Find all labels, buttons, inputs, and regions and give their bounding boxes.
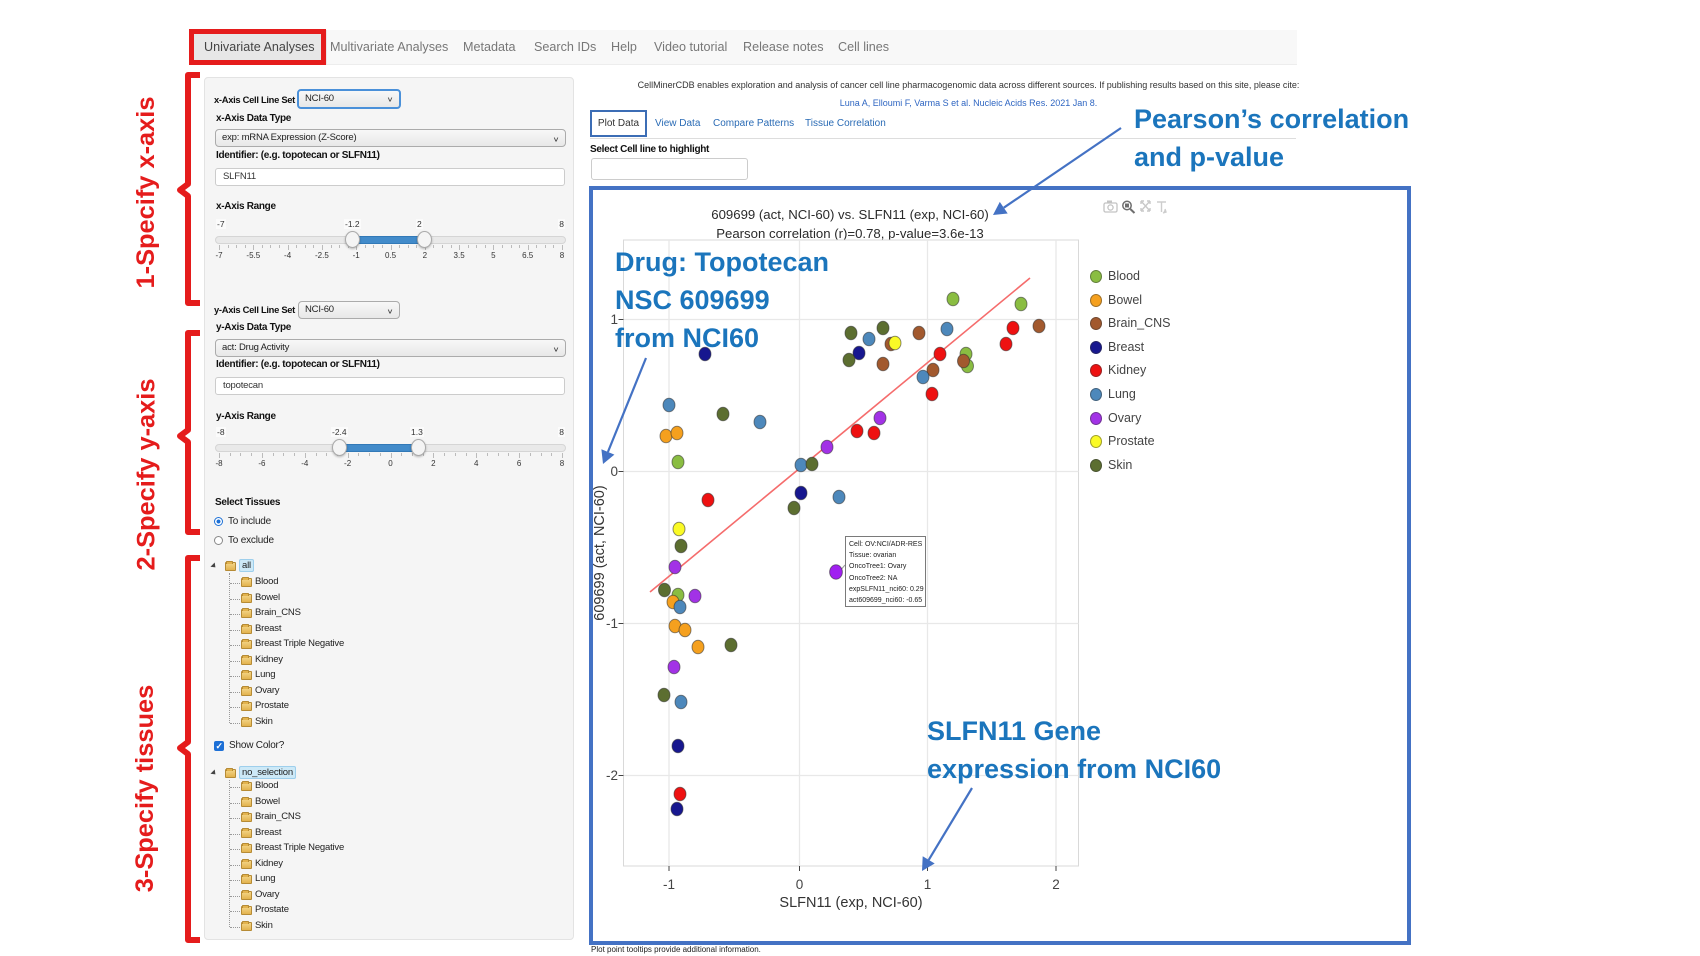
- svg-text:-2: -2: [606, 768, 618, 783]
- svg-text:609699 (act, NCI-60): 609699 (act, NCI-60): [592, 485, 608, 620]
- svg-text:SLFN11 (exp, NCI-60): SLFN11 (exp, NCI-60): [779, 895, 922, 911]
- svg-text:-1: -1: [606, 616, 618, 631]
- svg-text:-1: -1: [663, 877, 675, 892]
- svg-text:0: 0: [610, 464, 618, 479]
- svg-text:0: 0: [796, 877, 804, 892]
- svg-text:1: 1: [924, 877, 932, 892]
- svg-text:1: 1: [610, 312, 618, 327]
- svg-text:2: 2: [1052, 877, 1060, 892]
